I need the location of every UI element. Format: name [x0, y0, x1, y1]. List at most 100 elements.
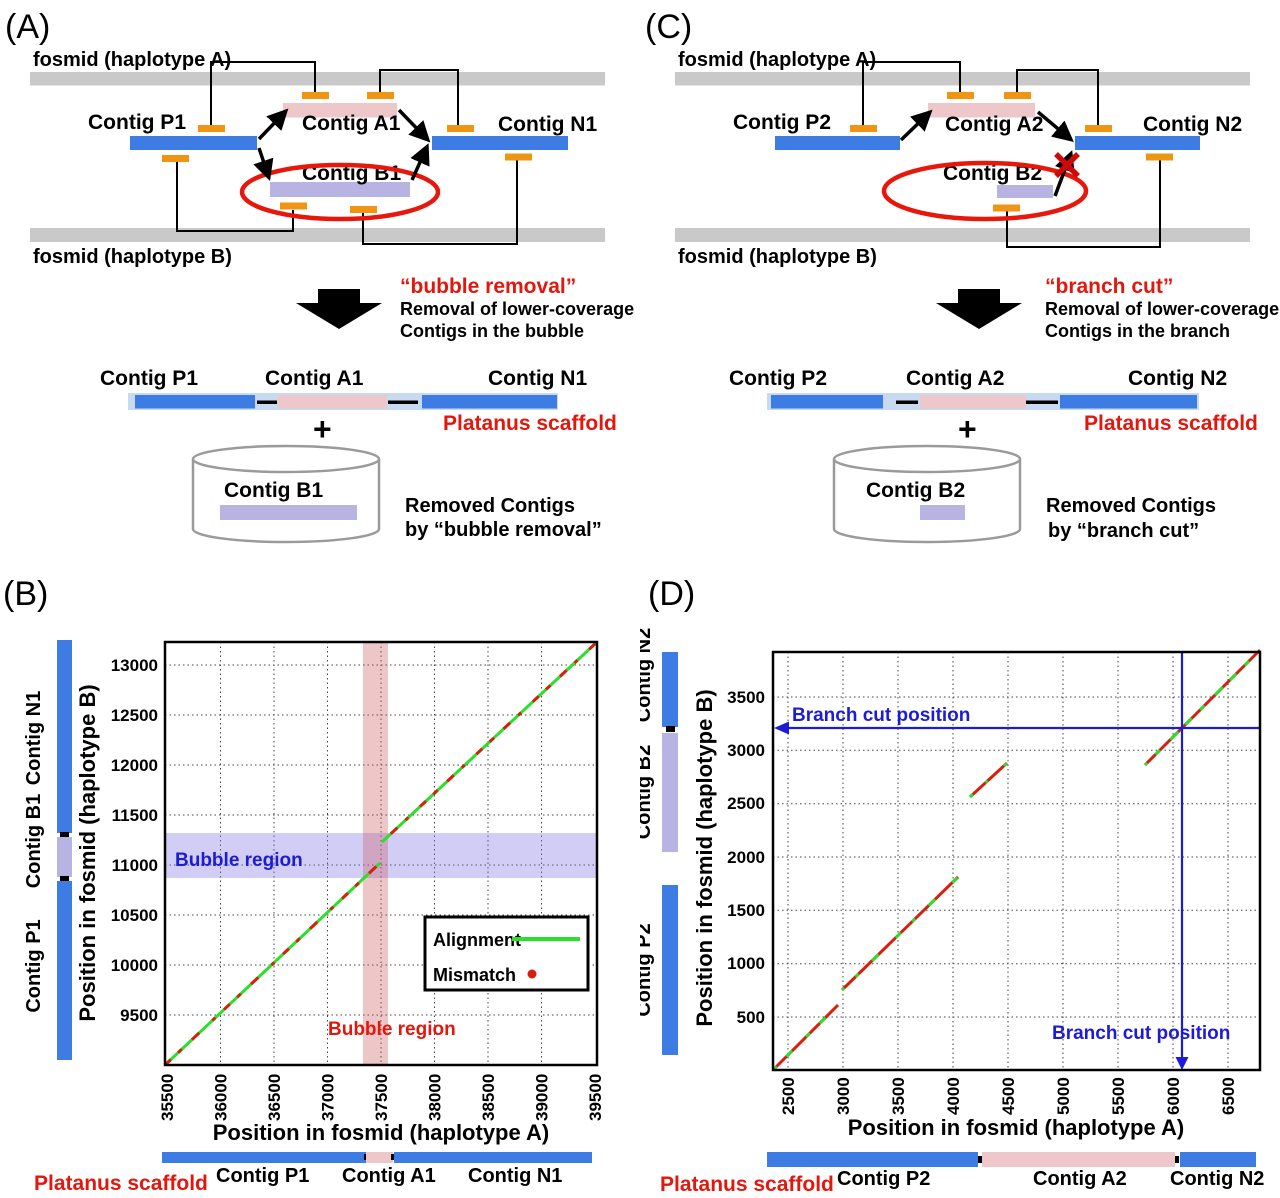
y-tick: 12500: [111, 706, 158, 725]
y-tick: 10000: [111, 956, 158, 975]
branch-cut-label-top: Branch cut position: [792, 705, 970, 726]
branch-cut-label-bottom: Branch cut position: [1052, 1023, 1230, 1044]
side-contig-p2-label: Contig P2: [640, 923, 655, 1016]
fosmid-haplotype-b-bar: [30, 228, 605, 242]
alignment-diagonal: [163, 640, 599, 1067]
x-tick: 36000: [212, 1074, 231, 1121]
removed-contig-b1-bar: [220, 505, 357, 520]
scaffold-contig-n2-label: Contig N2: [1128, 367, 1227, 390]
contig-a1-bar: [283, 103, 397, 118]
platanus-scaffold-label: Platanus scaffold: [34, 1172, 208, 1195]
x-tick: 3500: [889, 1077, 908, 1115]
contig-a1-label: Contig A1: [302, 112, 401, 135]
mate-pair-marks: [850, 92, 1173, 212]
bottom-contig-a1-label: Contig A1: [342, 1165, 436, 1187]
x-tick-labels: 2500 3000 3500 4000 4500 5000 5500 6000 …: [779, 1077, 1238, 1115]
contig-b2-label: Contig B2: [943, 162, 1042, 185]
y-tick: 2000: [727, 848, 765, 867]
fosmid-a-label: fosmid (haplotype A): [678, 49, 876, 71]
side-contig-p1-label: Contig P1: [23, 919, 45, 1012]
panel-d-tag: (D): [648, 575, 695, 613]
panel-a-tag: (A): [5, 8, 50, 46]
bubble-removal-desc2: Contigs in the bubble: [400, 321, 584, 341]
mate-pair-connectors: [176, 61, 518, 245]
branch-cut-title: “branch cut”: [1045, 275, 1173, 298]
contig-a2-bar: [928, 103, 1035, 118]
x-tick: 36500: [265, 1074, 284, 1121]
x-tick: 38500: [479, 1074, 498, 1121]
platanus-scaffold-label: Platanus scaffold: [1084, 412, 1258, 435]
bottom-contig-a2-label: Contig A2: [1033, 1168, 1127, 1190]
contig-p1-label: Contig P1: [88, 111, 186, 134]
down-arrow-icon: [296, 289, 382, 329]
panel-a-bubble-removal-diagram: (A) fosmid (haplotype A) fosmid (haploty…: [5, 8, 634, 544]
left-arrow-icon: [774, 721, 789, 735]
scaffold-contig-a2-label: Contig A2: [906, 367, 1004, 390]
y-tick: 1000: [727, 954, 765, 973]
platanus-scaffold-label: Platanus scaffold: [443, 412, 617, 435]
x-tick: 35500: [158, 1074, 177, 1121]
y-tick: 13000: [111, 656, 158, 675]
bubble-removal-title: “bubble removal”: [400, 275, 576, 298]
bubble-ellipse: [239, 162, 441, 222]
bottom-contig-n2-label: Contig N2: [1170, 1168, 1264, 1190]
side-contig-b2-label: Contig B2: [640, 745, 655, 839]
platanus-scaffold-label: Platanus scaffold: [660, 1173, 834, 1196]
grid: [165, 642, 597, 1065]
x-tick: 5000: [1054, 1077, 1073, 1115]
fosmid-b-label: fosmid (haplotype B): [678, 246, 877, 268]
removed-contig-b2-bar: [920, 505, 965, 520]
panel-c-branch-cut-diagram: (C) fosmid (haplotype A) fosmid (haploty…: [645, 8, 1279, 544]
y-tick: 3000: [727, 741, 765, 760]
left-scaffold-bar: [662, 652, 678, 1055]
panel-b-tag: (B): [3, 575, 48, 613]
bottom-scaffold-bar: [767, 1152, 1256, 1167]
removed-contigs-caption1: Removed Contigs: [1046, 495, 1216, 517]
removed-contigs-caption2: by “bubble removal”: [405, 519, 602, 541]
bottom-contig-n1-label: Contig N1: [468, 1165, 562, 1187]
y-tick: 11000: [112, 856, 158, 875]
x-tick: 39500: [586, 1074, 605, 1121]
x-tick: 4500: [999, 1077, 1018, 1115]
bottom-scaffold-bar: [162, 1152, 592, 1163]
contig-p2-bar: [775, 136, 900, 150]
x-tick: 39000: [533, 1074, 552, 1121]
scaffold-contig-p1-label: Contig P1: [100, 367, 198, 390]
left-scaffold-bar: [57, 640, 72, 1060]
plus-sign: +: [313, 411, 332, 447]
scaffold-contig-n1-label: Contig N1: [488, 367, 587, 390]
platanus-scaffold-bar: [128, 393, 558, 410]
fosmid-b-label: fosmid (haplotype B): [33, 246, 232, 268]
down-arrow-icon: [936, 289, 1022, 329]
removed-contigs-cylinder: [832, 444, 1022, 544]
side-contig-n1-label: Contig N1: [23, 691, 45, 785]
removed-contigs-caption1: Removed Contigs: [405, 495, 575, 517]
contig-a2-label: Contig A2: [945, 113, 1043, 136]
legend-alignment-label: Alignment: [433, 930, 521, 950]
plot-background: [773, 652, 1260, 1070]
y-tick: 12000: [111, 756, 158, 775]
y-tick: 3500: [727, 688, 765, 707]
platanus-scaffold-bar: [767, 393, 1199, 410]
x-tick: 3000: [834, 1077, 853, 1115]
x-axis-label: Position in fosmid (haplotype A): [848, 1115, 1185, 1140]
removed-contig-b2-label: Contig B2: [866, 479, 965, 502]
x-tick: 2500: [779, 1077, 798, 1115]
removed-contig-b1-label: Contig B1: [224, 479, 323, 502]
branch-cut-x-icon: [1054, 152, 1080, 178]
contig-n1-label: Contig N1: [498, 113, 597, 136]
mate-pair-connectors: [862, 61, 1161, 248]
plus-sign: +: [958, 411, 977, 447]
x-axis-label: Position in fosmid (haplotype A): [213, 1120, 550, 1145]
alignment-segments: [771, 648, 1262, 1072]
contig-n2-bar: [1075, 136, 1200, 150]
contig-b1-bar: [270, 182, 410, 197]
grid: [773, 652, 1260, 1070]
scaffold-contig-a1-label: Contig A1: [265, 367, 364, 390]
x-tick: 37500: [372, 1074, 391, 1121]
x-tick: 6000: [1164, 1077, 1183, 1115]
bubble-region-label-blue: Bubble region: [175, 850, 303, 871]
panel-c-tag: (C): [645, 8, 692, 46]
down-arrow-icon: [1175, 1057, 1189, 1070]
